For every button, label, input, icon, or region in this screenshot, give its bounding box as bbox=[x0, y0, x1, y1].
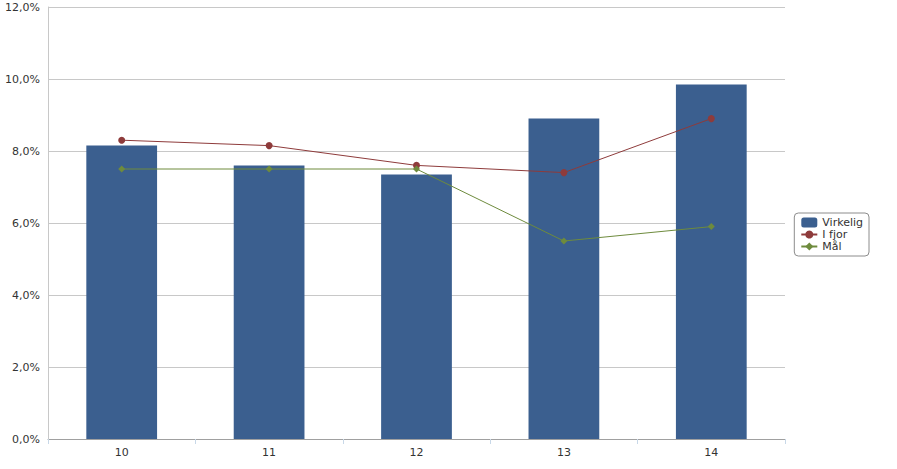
svg-text:6,0%: 6,0% bbox=[12, 217, 40, 230]
svg-text:13: 13 bbox=[557, 446, 571, 459]
svg-text:4,0%: 4,0% bbox=[12, 289, 40, 302]
svg-text:10,0%: 10,0% bbox=[5, 73, 40, 86]
svg-text:12,0%: 12,0% bbox=[5, 1, 40, 14]
svg-text:0,0%: 0,0% bbox=[12, 433, 40, 446]
svg-text:Virkelig: Virkelig bbox=[822, 216, 863, 229]
svg-text:12: 12 bbox=[410, 446, 424, 459]
svg-text:2,0%: 2,0% bbox=[12, 361, 40, 374]
svg-text:8,0%: 8,0% bbox=[12, 145, 40, 158]
svg-text:Mål: Mål bbox=[822, 240, 841, 253]
svg-text:14: 14 bbox=[704, 446, 718, 459]
svg-text:10: 10 bbox=[115, 446, 129, 459]
svg-text:11: 11 bbox=[262, 446, 276, 459]
svg-text:I fjor: I fjor bbox=[822, 228, 848, 241]
